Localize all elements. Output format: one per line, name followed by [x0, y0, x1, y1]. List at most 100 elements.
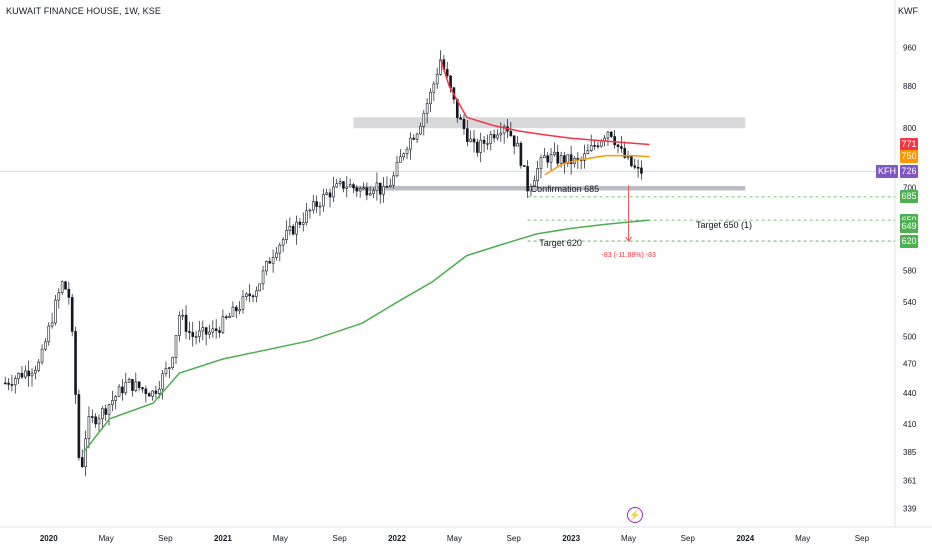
y-tick-label: 800	[903, 124, 917, 133]
candle-body	[502, 126, 506, 134]
candle-body	[245, 293, 248, 297]
candle-body	[258, 283, 262, 292]
candle-body	[640, 167, 643, 174]
candle-body	[543, 155, 546, 159]
lightning-icon[interactable]: ⚡	[627, 507, 643, 523]
candle-body	[174, 335, 178, 358]
candle-body	[241, 296, 245, 310]
candle-body	[107, 404, 111, 415]
candle-body	[84, 438, 87, 468]
candle-body	[519, 142, 523, 166]
measure-arrow	[625, 236, 632, 242]
price-label-badge: 750	[900, 150, 918, 164]
candle-body	[476, 141, 479, 153]
candle-body	[352, 184, 355, 189]
candle-body	[87, 416, 91, 440]
candle-body	[157, 388, 161, 394]
candle-body	[499, 132, 503, 136]
x-tick-label: 2023	[562, 534, 580, 543]
candle-body	[291, 225, 295, 235]
candle-body	[80, 457, 84, 468]
candle-body	[459, 117, 462, 120]
candle-body	[432, 83, 436, 93]
candle-body	[419, 126, 422, 135]
candle-body	[338, 181, 342, 185]
candle-body	[636, 166, 640, 169]
candle-body	[342, 181, 345, 189]
y-tick-label: 580	[903, 267, 917, 276]
ticker-badge: KFH	[876, 164, 898, 178]
candle-body	[114, 396, 118, 401]
y-tick-label: 470	[903, 360, 917, 369]
price-label-badge: 726	[900, 164, 918, 178]
candle-body	[221, 316, 225, 333]
candle-body	[144, 388, 148, 394]
currency-label: KWF	[898, 6, 918, 16]
candle-body	[385, 186, 389, 188]
candle-body	[275, 252, 278, 258]
resistance-zone	[353, 117, 746, 129]
y-tick-label: 361	[903, 476, 917, 485]
candle-body	[211, 328, 215, 333]
candle-body	[308, 209, 312, 212]
candle-body	[231, 306, 235, 317]
candle-body	[315, 201, 318, 207]
candle-body	[532, 180, 536, 187]
candle-body	[522, 165, 526, 167]
candle-body	[472, 138, 476, 143]
x-tick-label: Sep	[681, 534, 696, 543]
candle-body	[131, 379, 134, 391]
y-tick-label: 880	[903, 82, 917, 91]
y-tick-label: 440	[903, 389, 917, 398]
candle-body	[311, 201, 315, 211]
candle-body	[589, 145, 593, 151]
candle-body	[375, 182, 379, 192]
candle-body	[44, 341, 47, 350]
candle-body	[529, 186, 533, 192]
candle-body	[322, 194, 325, 207]
candle-body	[124, 382, 128, 394]
candle-body	[301, 222, 305, 225]
candle-body	[368, 193, 372, 196]
candle-body	[67, 288, 71, 298]
candle-body	[54, 299, 57, 324]
candle-body	[569, 154, 573, 164]
price-label-badge: 771	[900, 138, 918, 152]
candle-body	[486, 143, 489, 145]
candle-body	[415, 133, 419, 140]
candle-body	[345, 186, 349, 189]
x-tick-label: Sep	[332, 534, 347, 543]
x-tick-label: May	[621, 534, 636, 543]
candle-body	[151, 390, 154, 397]
candle-body	[395, 162, 399, 177]
candle-body	[553, 151, 556, 155]
x-tick-label: May	[99, 534, 114, 543]
candle-body	[492, 134, 496, 139]
candle-body	[228, 315, 231, 318]
candle-body	[134, 381, 138, 391]
candle-body	[47, 325, 51, 343]
candle-body	[268, 261, 272, 264]
candle-body	[198, 330, 201, 337]
candle-body	[265, 261, 268, 272]
candle-body	[496, 134, 499, 139]
candle-body	[184, 314, 188, 332]
candle-body	[389, 184, 392, 188]
candle-body	[362, 187, 365, 190]
candle-body	[251, 295, 255, 298]
candle-body	[633, 165, 637, 168]
candle-body	[328, 192, 332, 198]
candle-body	[104, 408, 107, 415]
candle-body	[10, 384, 14, 386]
candle-body	[27, 370, 30, 377]
candle-body	[539, 157, 543, 169]
candle-body	[3, 382, 7, 385]
candle-body	[224, 316, 228, 319]
candle-body	[630, 156, 633, 167]
candle-body	[121, 386, 124, 394]
candle-body	[546, 155, 549, 163]
candle-body	[117, 386, 121, 397]
candle-body	[556, 151, 560, 164]
candle-body	[208, 331, 211, 335]
